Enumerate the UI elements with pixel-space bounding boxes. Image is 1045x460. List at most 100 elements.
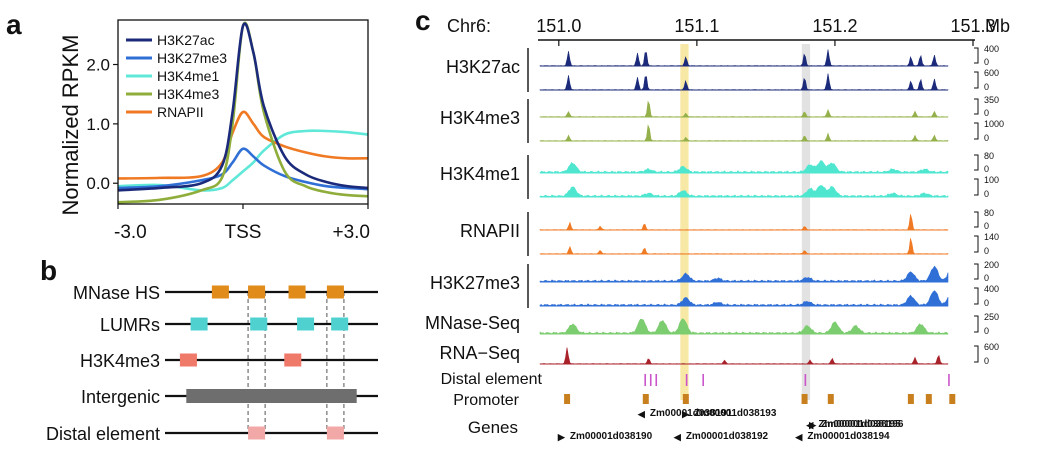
scale-min: 0 (984, 298, 989, 308)
feature-block (186, 389, 357, 403)
scale-bracket (974, 211, 979, 228)
coord-tick-label: 151.3 (950, 16, 995, 36)
panel-b-schematic: MNase HS LUMRs H3K4me3 Intergenic Distal ele… (46, 283, 378, 444)
row-label: Intergenic (81, 387, 160, 407)
track-label: MNase-Seq (425, 313, 520, 333)
scale-max: 140 (984, 232, 999, 242)
gene-name: Zm00001d038191 (650, 408, 733, 419)
feature-block (288, 285, 306, 299)
genes-label: Genes (468, 418, 518, 437)
feature-block (190, 317, 208, 331)
scale-bracket (974, 263, 979, 280)
coord-tick-label: 151.0 (536, 16, 581, 36)
scale-bracket (974, 345, 979, 363)
scale-bracket (974, 178, 979, 196)
signal-track (539, 185, 949, 198)
gene-name: Zm00001d038190 (570, 431, 653, 442)
feature-block (326, 426, 344, 440)
coord-tick-label: 151.1 (674, 16, 719, 36)
scale-min: 0 (984, 356, 989, 366)
feature-block (284, 353, 302, 367)
feature-block (326, 285, 344, 299)
scale-bracket (974, 98, 979, 115)
x-tick-label: +3.0 (332, 222, 370, 243)
panel-a-label: a (6, 9, 22, 40)
scale-min: 0 (984, 246, 989, 256)
feature-block (331, 317, 349, 331)
panel-a-ylabel: Normalized RPKM (58, 35, 83, 216)
track-label: H3K4me1 (440, 164, 520, 184)
series-line-rnapii (117, 110, 369, 180)
y-tick-label: 1.0 (86, 115, 110, 134)
signal-track (539, 100, 949, 118)
scale-bracket (974, 71, 979, 89)
promoter-mark (801, 394, 808, 404)
feature-block (179, 353, 197, 367)
panel-a-xticks: -3.0 TSS +3.0 (114, 204, 370, 243)
scale-min: 0 (984, 221, 989, 231)
gene-strand-icon: ◀ (805, 420, 814, 430)
signal-track (539, 238, 949, 255)
distal-mark (644, 374, 647, 386)
legend-label: RNAPII (157, 104, 204, 120)
signal-track (539, 347, 949, 365)
highlight-band (680, 44, 689, 400)
signal-track (539, 318, 949, 335)
signal-track (539, 73, 949, 91)
gene-strand-icon: ▶ (557, 432, 566, 442)
scale-min: 0 (984, 189, 989, 199)
signal-track (539, 49, 949, 67)
track-label: H3K4me3 (440, 108, 520, 128)
panel-a-series-lines (117, 21, 369, 204)
coord-tick-label: 151.2 (812, 16, 857, 36)
series-line-h3k27me3 (117, 147, 369, 191)
distal-mark (655, 374, 658, 386)
promoter-mark (949, 394, 956, 404)
highlight-band (801, 44, 811, 400)
chrom-label: Chr6: (447, 16, 491, 36)
track-label: H3K27me3 (430, 273, 520, 293)
scale-min: 0 (984, 57, 989, 67)
scale-max: 80 (984, 208, 994, 218)
feature-block (297, 317, 315, 331)
panel-b-label: b (40, 255, 57, 286)
row-label: LUMRs (100, 315, 160, 335)
promoter-mark (827, 394, 834, 404)
feature-block (248, 426, 266, 440)
feature-block (248, 285, 266, 299)
panel-a-chart: Normalized RPKM 0.0 1.0 2.0 -3.0 TSS +3.0 H3… (58, 19, 370, 243)
legend-label: H3K4me1 (157, 68, 219, 84)
gene-strand-icon: ▶ (808, 420, 817, 430)
panel-a-yticks: 0.0 1.0 2.0 (86, 56, 118, 193)
gene-strand-icon: ◀ (637, 409, 646, 419)
scale-max: 600 (984, 342, 999, 352)
distal-element-label: Distal element (441, 371, 543, 388)
scale-max: 80 (984, 151, 994, 161)
scale-max: 1000 (984, 119, 1004, 129)
gene-strand-icon: ◀ (794, 432, 803, 442)
scale-bracket (974, 154, 979, 171)
coord-unit: Mb (985, 16, 1010, 36)
gene-name: Zm00001d038194 (807, 431, 890, 442)
distal-mark (685, 374, 688, 386)
scale-max: 200 (984, 260, 999, 270)
promoter-mark (642, 394, 649, 404)
signal-track (539, 124, 949, 142)
series-line-h3k27ac (117, 22, 369, 192)
gene-name: Zm00001d038192 (686, 431, 769, 442)
track-label: RNA−Seq (439, 343, 520, 363)
track-label: H3K27ac (446, 57, 520, 77)
scale-min: 0 (984, 82, 989, 92)
gene-name: Zm00001d038195 (818, 419, 901, 430)
promoter-mark (564, 394, 571, 404)
promoter-mark (925, 394, 932, 404)
legend-label: H3K27ac (157, 32, 215, 48)
panel-c-label: c (415, 5, 431, 36)
row-label: Distal element (46, 424, 160, 444)
gene-strand-icon: ◀ (673, 432, 682, 442)
series-line-h3k4me1 (117, 129, 369, 192)
panel-a-legend: H3K27ac H3K27me3 H3K4me1 H3K4me3 RNAPII (126, 32, 227, 120)
row-label: MNase HS (73, 283, 160, 303)
distal-mark (804, 374, 807, 386)
